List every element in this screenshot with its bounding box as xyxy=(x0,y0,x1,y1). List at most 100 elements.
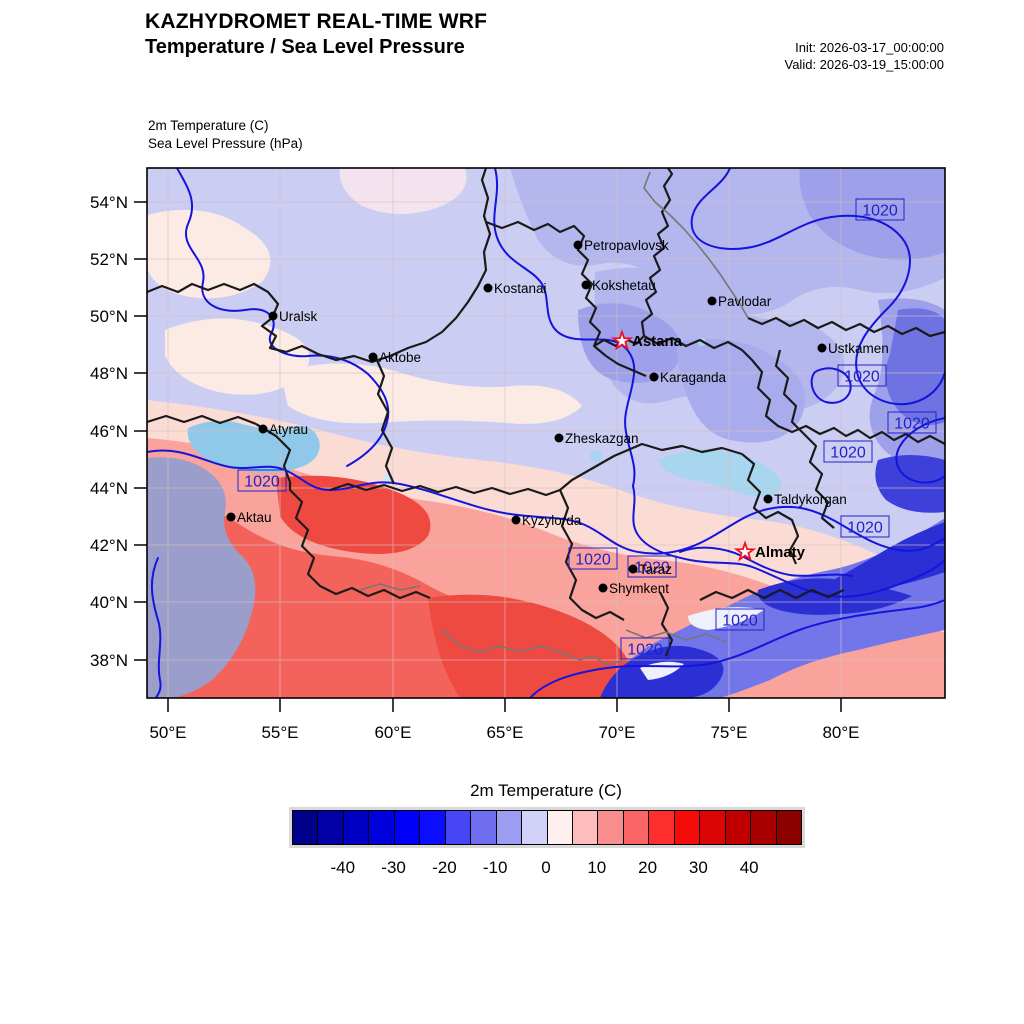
pressure-label-box xyxy=(620,637,670,660)
colorbar-cell xyxy=(419,811,445,844)
colorbar-cell xyxy=(521,811,547,844)
city-dot-icon xyxy=(554,433,564,443)
colorbar-cell xyxy=(546,811,572,844)
colorbar-cell xyxy=(673,811,700,844)
city-label: Karaganda xyxy=(660,370,727,385)
colorbar-tick-label: 40 xyxy=(739,858,759,877)
pressure-label: 1020 xyxy=(627,642,663,659)
city-ustkamen: Ustkamen xyxy=(817,341,889,356)
pressure-label: 1020 xyxy=(862,203,898,220)
city-label: Petropavlovsk xyxy=(584,238,669,253)
region-borders xyxy=(147,168,945,657)
colorbar-cell xyxy=(470,811,496,844)
capital-star-icon xyxy=(733,540,757,562)
city-taldykorgan: Taldykorgan xyxy=(763,492,847,507)
city-dot-icon xyxy=(649,372,659,382)
field-label-pressure: Sea Level Pressure (hPa) xyxy=(148,136,303,151)
lat-tick-label: 38°N xyxy=(90,651,128,670)
city-dot-icon xyxy=(226,512,236,522)
lon-tick-label: 65°E xyxy=(486,723,523,742)
colorbar-tick-label: 0 xyxy=(541,858,551,877)
city-dot-icon xyxy=(573,240,583,250)
city-label: Taraz xyxy=(639,562,672,577)
city-label: Atyrau xyxy=(269,422,308,437)
page-subtitle: Temperature / Sea Level Pressure xyxy=(145,36,465,58)
city-label: Aktobe xyxy=(379,350,421,365)
map-svg: 54°N 52°N 50°N 48°N 46°N 44°N 42°N 40°N 38°N 50°… xyxy=(90,167,946,742)
pressure-label: 1020 xyxy=(847,520,883,537)
colorbar xyxy=(289,807,805,848)
lon-tick-label: 60°E xyxy=(374,723,411,742)
city-pavlodar: Pavlodar xyxy=(707,294,772,309)
colorbar-title: 2m Temperature (C) xyxy=(470,781,622,800)
pressure-label: 1020 xyxy=(575,552,611,569)
city-astana: Astana xyxy=(610,329,683,351)
lon-tick-label: 50°E xyxy=(149,723,186,742)
city-kyzylorda: Kyzylorda xyxy=(511,513,582,528)
pressure-label: 1020 xyxy=(722,613,758,630)
colorbar-tick-label: 10 xyxy=(587,858,607,877)
city-atyrau: Atyrau xyxy=(258,422,308,437)
colorbar-cell xyxy=(571,811,598,844)
lat-tick-label: 46°N xyxy=(90,422,128,441)
colorbar-cell xyxy=(622,811,649,844)
lat-tick-label: 48°N xyxy=(90,364,128,383)
colorbar-cell xyxy=(648,811,674,844)
latitude-axis: 54°N 52°N 50°N 48°N 46°N 44°N 42°N 40°N 38°N xyxy=(90,193,147,670)
city-dot-icon xyxy=(628,564,638,574)
city-dot-icon xyxy=(707,296,717,306)
city-label: Pavlodar xyxy=(718,294,772,309)
lon-tick-label: 75°E xyxy=(710,723,747,742)
city-label: Kokshetau xyxy=(592,278,656,293)
city-kostanai: Kostanai xyxy=(483,281,547,296)
city-markers: Petropavlovsk Kostanai Kokshetau Pavlodar Ur… xyxy=(226,238,889,596)
city-uralsk: Uralsk xyxy=(268,309,318,324)
city-label: Ustkamen xyxy=(828,341,889,356)
map-frame xyxy=(146,167,946,699)
city-kokshetau: Kokshetau xyxy=(581,278,656,293)
pressure-label: 1020 xyxy=(830,445,866,462)
pressure-label-box xyxy=(840,515,890,538)
graticule xyxy=(147,168,945,698)
colorbar-cell xyxy=(775,811,802,844)
lon-tick-label: 70°E xyxy=(598,723,635,742)
colorbar-cell xyxy=(317,811,343,844)
pressure-label-box xyxy=(837,364,887,387)
city-dot-icon xyxy=(817,343,827,353)
city-dot-icon xyxy=(763,494,773,504)
pressure-label: 1020 xyxy=(894,416,930,433)
capital-star-icon xyxy=(610,329,634,351)
city-label: Aktau xyxy=(237,510,272,525)
city-petropavlovsk: Petropavlovsk xyxy=(573,238,669,253)
colorbar-cell xyxy=(444,811,471,844)
colorbar-cell xyxy=(393,811,420,844)
pressure-label: 1020 xyxy=(244,474,280,491)
city-dot-icon xyxy=(258,424,268,434)
colorbar-cell xyxy=(293,811,318,844)
colorbar-cell xyxy=(368,811,394,844)
pressure-label-box xyxy=(627,555,677,578)
city-label: Zheskazgan xyxy=(565,431,639,446)
city-dot-icon xyxy=(511,515,521,525)
city-dot-icon xyxy=(483,283,493,293)
city-label: Kostanai xyxy=(494,281,547,296)
colorbar-tick-label: -30 xyxy=(381,858,406,877)
city-dot-icon xyxy=(581,280,591,290)
city-karaganda: Karaganda xyxy=(649,370,727,385)
lon-tick-label: 80°E xyxy=(822,723,859,742)
city-dot-icon xyxy=(598,583,608,593)
colorbar-cell xyxy=(597,811,623,844)
field-label-temperature: 2m Temperature (C) xyxy=(148,118,269,133)
city-taraz: Taraz xyxy=(628,562,672,577)
lat-tick-label: 50°N xyxy=(90,307,128,326)
page-title: KAZHYDROMET REAL-TIME WRF xyxy=(145,10,488,33)
pressure-label: 1020 xyxy=(844,369,880,386)
city-label: Shymkent xyxy=(609,581,669,596)
national-borders xyxy=(359,171,749,667)
longitude-axis: 50°E 55°E 60°E 65°E 70°E 75°E 80°E xyxy=(149,698,860,742)
colorbar-tick-label: 20 xyxy=(638,858,658,877)
pressure-label-box xyxy=(823,440,873,463)
valid-timestamp: Valid: 2026-03-19_15:00:00 xyxy=(784,57,945,72)
city-zheskazgan: Zheskazgan xyxy=(554,431,639,446)
